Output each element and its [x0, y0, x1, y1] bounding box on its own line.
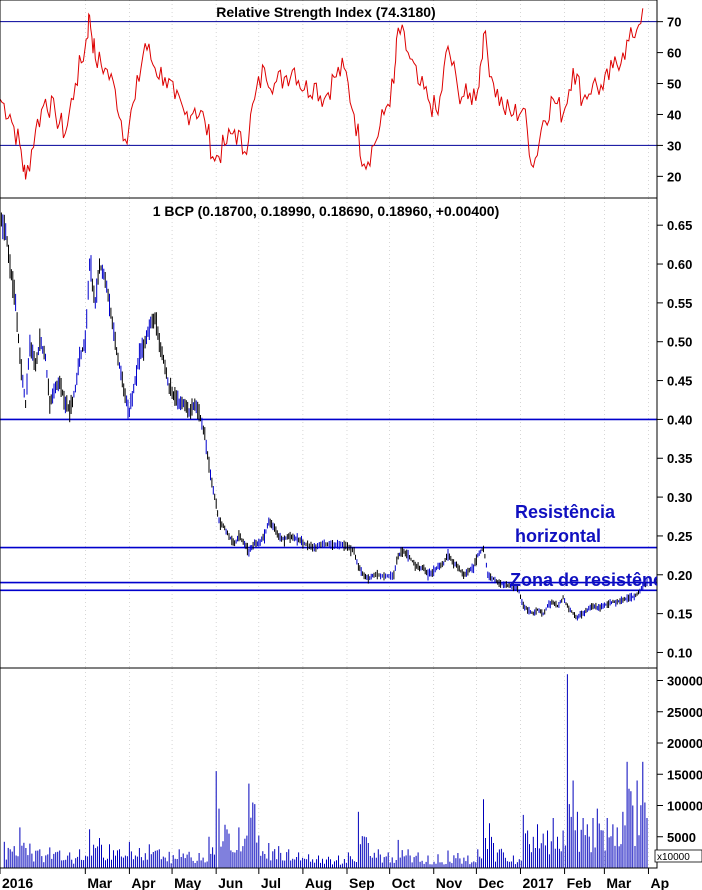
y-tick-label: 70 — [667, 15, 681, 30]
rsi-line — [0, 8, 644, 180]
volume-panel: 30000 25000 20000 15000 10000 5000 x10000 — [0, 667, 702, 869]
x-tick-label: Aug — [305, 875, 332, 890]
x-tick-label: 2017 — [522, 875, 553, 890]
x-tick-label: Ap — [650, 875, 669, 890]
volume-unit-label: x10000 — [657, 852, 690, 863]
y-tick-label: 0.10 — [667, 645, 692, 660]
x-tick-label: Dec — [478, 875, 504, 890]
x-tick-label: Nov — [436, 875, 463, 890]
y-tick-label: 50 — [667, 77, 681, 92]
y-tick-label: 20000 — [667, 736, 702, 751]
y-tick-label: 60 — [667, 46, 681, 61]
y-tick-label: 0.40 — [667, 412, 692, 427]
y-tick-label: 0.25 — [667, 529, 692, 544]
y-tick-label: 0.30 — [667, 490, 692, 505]
price-title: 1 BCP (0.18700, 0.18990, 0.18690, 0.1896… — [153, 203, 500, 219]
x-tick-label: Sep — [349, 875, 375, 890]
y-tick-label: 0.45 — [667, 374, 692, 389]
y-tick-label: 20 — [667, 169, 681, 184]
annotation-resistencia: Resistência — [515, 502, 616, 522]
y-tick-label: 0.35 — [667, 451, 692, 466]
rsi-title: Relative Strength Index (74.3180) — [216, 4, 435, 20]
y-tick-label: 5000 — [667, 830, 696, 845]
y-tick-label: 25000 — [667, 705, 702, 720]
x-tick-label: 2016 — [2, 875, 33, 890]
y-tick-label: 40 — [667, 107, 681, 122]
x-tick-label: Jul — [261, 875, 281, 890]
x-tick-label: Mar — [87, 875, 112, 890]
x-tick-label: Oct — [392, 875, 416, 890]
x-tick-label: May — [174, 875, 201, 890]
y-tick-label: 0.65 — [667, 218, 692, 233]
y-tick-label: 0.55 — [667, 296, 692, 311]
annotation-horizontal: horizontal — [515, 526, 601, 546]
y-tick-label: 0.20 — [667, 568, 692, 583]
y-tick-label: 0.50 — [667, 335, 692, 350]
annotation-zona-resistencia: Zona de resistência — [510, 570, 679, 590]
x-axis: 2016 Mar Apr May Jun Jul Aug Sep Oct Nov Dec 2017 Fe… — [0, 867, 669, 890]
x-tick-label: Feb — [567, 875, 592, 890]
rsi-panel: 70 60 50 40 30 20 Relative Strength Index (74… — [0, 0, 681, 199]
price-panel: 0.65 0.60 0.55 0.50 0.45 0.40 0.35 0.30 0.25 0.20… — [0, 197, 692, 669]
y-tick-label: 15000 — [667, 767, 702, 782]
y-tick-label: 0.60 — [667, 257, 692, 272]
y-tick-label: 0.15 — [667, 607, 692, 622]
x-tick-label: Mar — [606, 875, 631, 890]
x-tick-label: Jun — [218, 875, 243, 890]
x-tick-label: Apr — [131, 875, 156, 890]
y-tick-label: 30 — [667, 138, 681, 153]
y-tick-label: 10000 — [667, 799, 702, 814]
y-tick-label: 30000 — [667, 674, 702, 689]
